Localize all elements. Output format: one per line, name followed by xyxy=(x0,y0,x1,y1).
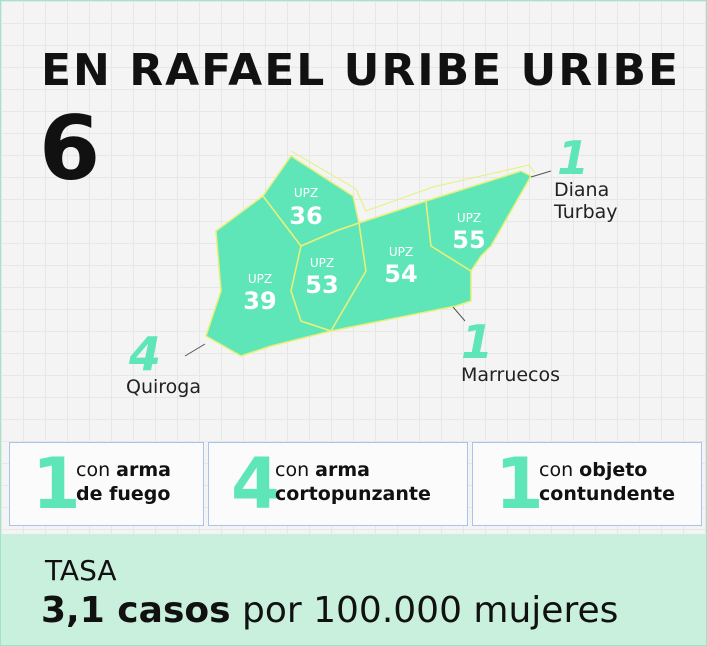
rate-panel: TASA 3,1 casos por 100.000 mujeres xyxy=(1,534,706,645)
weapon-type: arma cortopunzante xyxy=(275,459,431,505)
upz-number: 54 xyxy=(384,260,417,288)
callout-count: 1 xyxy=(461,315,494,369)
upz-number: 36 xyxy=(289,202,322,230)
map: UPZ 36 UPZ 53 UPZ 54 UPZ 55 UPZ 39 xyxy=(184,150,552,357)
weapon-type: objeto contundente xyxy=(539,459,675,505)
callout-place: Quiroga xyxy=(126,376,201,398)
upz-label: UPZ xyxy=(294,186,318,200)
callout-place: Diana Turbay xyxy=(554,179,618,223)
upz-label: UPZ xyxy=(457,211,481,225)
weapon-prefix: con xyxy=(539,459,574,481)
callout-place: Marruecos xyxy=(461,364,561,386)
total: 6 xyxy=(39,97,101,200)
callout-count: 1 xyxy=(557,131,590,185)
weapon-prefix: con xyxy=(76,459,111,481)
upz-number: 39 xyxy=(243,287,276,315)
upz-number: 55 xyxy=(452,226,485,254)
upz-label: UPZ xyxy=(248,272,272,286)
weapon-count: 1 xyxy=(495,443,544,525)
weapon-prefix: con xyxy=(275,459,310,481)
upz-55-area xyxy=(425,170,532,272)
weapon-box: 1 con objeto contundente xyxy=(472,442,702,526)
upz-label: UPZ xyxy=(389,245,413,259)
leader-line xyxy=(452,306,466,322)
rate-rest: por 100.000 mujeres xyxy=(241,590,619,631)
leader-line xyxy=(184,343,206,357)
callout-count: 4 xyxy=(129,327,162,381)
upz-number: 53 xyxy=(305,271,338,299)
leader-line xyxy=(530,170,552,178)
weapon-count: 1 xyxy=(32,443,81,525)
weapon-type: arma de fuego xyxy=(76,459,171,505)
outline xyxy=(290,150,536,212)
upz-label: UPZ xyxy=(310,256,334,270)
title: EN RAFAEL URIBE URIBE xyxy=(41,45,681,96)
weapon-count: 4 xyxy=(231,443,280,525)
rate-value: 3,1 casos xyxy=(41,590,231,631)
weapon-box: 4 con arma cortopunzante xyxy=(208,442,468,526)
rate-label: TASA xyxy=(45,554,117,587)
weapon-box: 1 con arma de fuego xyxy=(9,442,204,526)
